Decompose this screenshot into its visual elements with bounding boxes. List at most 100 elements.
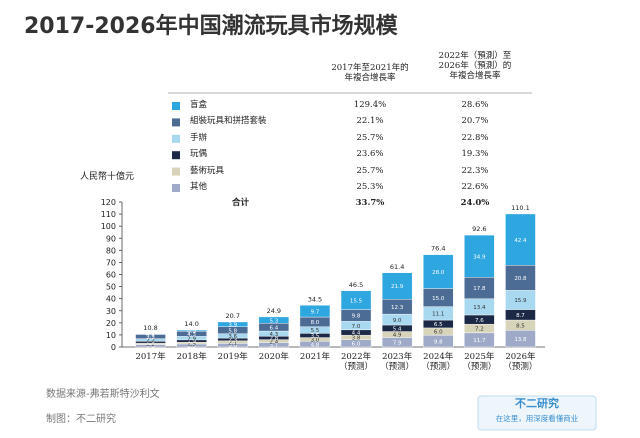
value-label: 3.5	[146, 335, 155, 341]
legend-swatch	[172, 151, 180, 160]
y-axis-label: 人民幣十億元	[80, 172, 135, 182]
bar-segment	[176, 329, 207, 332]
cagr-value: 19.3%	[461, 149, 489, 160]
y-tick-label: 0	[111, 343, 116, 352]
total-label: 14.0	[184, 320, 198, 328]
value-label: 9.7	[311, 309, 320, 315]
y-tick-label: 20	[106, 319, 116, 328]
bar-segment	[258, 316, 290, 324]
legend-label: 盲盒	[190, 100, 208, 110]
value-label: 1.5	[187, 341, 196, 347]
cagr-value: 20.7%	[461, 116, 489, 127]
value-label: 15.0	[432, 296, 445, 302]
value-label: 15.9	[514, 298, 527, 304]
cagr-value: 129.4%	[353, 100, 387, 110]
x-tick-label: 2022年 （预测）	[339, 352, 374, 372]
value-label: 4.3	[187, 332, 196, 338]
y-tick-label: 90	[106, 234, 116, 243]
value-label: 4.8	[311, 342, 320, 348]
x-tick-label: 2026年 （预测）	[503, 352, 538, 372]
x-tick-label: 2019年	[217, 352, 248, 362]
value-label: 28.0	[432, 270, 445, 276]
value-label: 8.7	[516, 313, 525, 319]
y-tick-label: 70	[106, 258, 116, 267]
bar-segment	[464, 234, 495, 278]
legend-label: 組裝玩具和拼搭套裝	[190, 116, 267, 127]
value-label: 11.7	[473, 338, 486, 344]
cagr-value: 22.1%	[356, 116, 384, 127]
value-label: 6.0	[434, 330, 443, 336]
cagr-value: 22.3%	[461, 165, 489, 176]
value-label: 6.0	[352, 342, 361, 348]
value-label: 0.9	[187, 329, 196, 335]
value-label: 12.3	[391, 305, 404, 311]
legend-label: 玩偶	[190, 149, 208, 160]
value-label: 5.4	[393, 326, 402, 332]
x-tick-label: 2020年	[258, 352, 289, 362]
value-label: 4.3	[269, 332, 278, 338]
value-label: 9.0	[393, 318, 402, 324]
legend-swatch	[172, 118, 180, 127]
source: 数据来源-弗若斯特沙利文	[46, 389, 160, 400]
value-label: 3.0	[311, 338, 320, 344]
legend-label: 藝術玩具	[190, 165, 225, 176]
value-label: 3.6	[228, 334, 237, 340]
value-label: 2.5	[187, 344, 196, 350]
bar-segment	[381, 272, 413, 300]
total-cagr: 24.0%	[460, 198, 490, 209]
total-label: 20.7	[226, 312, 240, 320]
value-label: 5.3	[269, 318, 278, 324]
table-header: 2017年至2021年的 年複合增長率	[331, 63, 409, 83]
total-label: 10.8	[143, 324, 157, 332]
total-label: 46.5	[349, 281, 363, 289]
value-label: 3.8	[352, 336, 361, 342]
value-label: 0.4	[146, 332, 155, 338]
value-label: 2.2	[146, 338, 155, 344]
value-label: 7.6	[475, 318, 484, 324]
value-label: 34.9	[473, 254, 486, 260]
value-label: 5.5	[311, 328, 320, 334]
x-tick-label: 2017年	[135, 352, 166, 362]
value-label: 11.1	[432, 312, 444, 318]
y-tick-label: 30	[106, 307, 116, 316]
cagr-value: 28.6%	[461, 100, 489, 110]
y-tick-label: 80	[106, 246, 116, 255]
value-label: 2.9	[187, 336, 196, 342]
y-tick-label: 50	[106, 283, 116, 292]
value-label: 21.9	[391, 284, 404, 290]
total-label: 110.1	[511, 204, 530, 212]
value-label: 2.3	[228, 338, 237, 344]
legend-swatch	[172, 184, 180, 192]
bar-segment	[505, 264, 536, 291]
logo-name: 不二研究	[515, 397, 559, 410]
x-tick-label: 2025年 （预测）	[462, 352, 497, 372]
value-label: 3.5	[311, 334, 320, 340]
value-label: 7.9	[393, 340, 402, 346]
value-label: 2.8	[269, 336, 278, 342]
value-label: 13.8	[514, 337, 527, 343]
value-label: 17.8	[473, 286, 486, 292]
bar-segment	[340, 290, 372, 310]
value-label: 15.5	[350, 298, 363, 304]
total-label: 合计	[232, 198, 250, 209]
value-label: 8.0	[311, 320, 320, 326]
chart-title: 2017-2026年中国潮流玩具市场规模	[24, 14, 398, 39]
value-label: 3.9	[228, 323, 237, 329]
y-tick-label: 120	[101, 198, 116, 207]
y-tick-label: 10	[106, 331, 116, 340]
bar-segment	[217, 321, 248, 327]
cagr-value: 23.6%	[356, 149, 384, 160]
bar-segment	[299, 305, 331, 318]
value-label: 1.9	[187, 339, 196, 345]
value-label: 20.8	[514, 276, 527, 282]
y-tick-label: 40	[106, 295, 116, 304]
value-label: 1.5	[146, 340, 155, 346]
value-label: 2.0	[146, 344, 155, 350]
legend-label: 手辦	[190, 132, 208, 143]
cagr-value: 25.7%	[356, 165, 384, 176]
legend-swatch	[172, 134, 180, 143]
value-label: 3.7	[269, 343, 278, 349]
bar-segment	[423, 254, 454, 289]
